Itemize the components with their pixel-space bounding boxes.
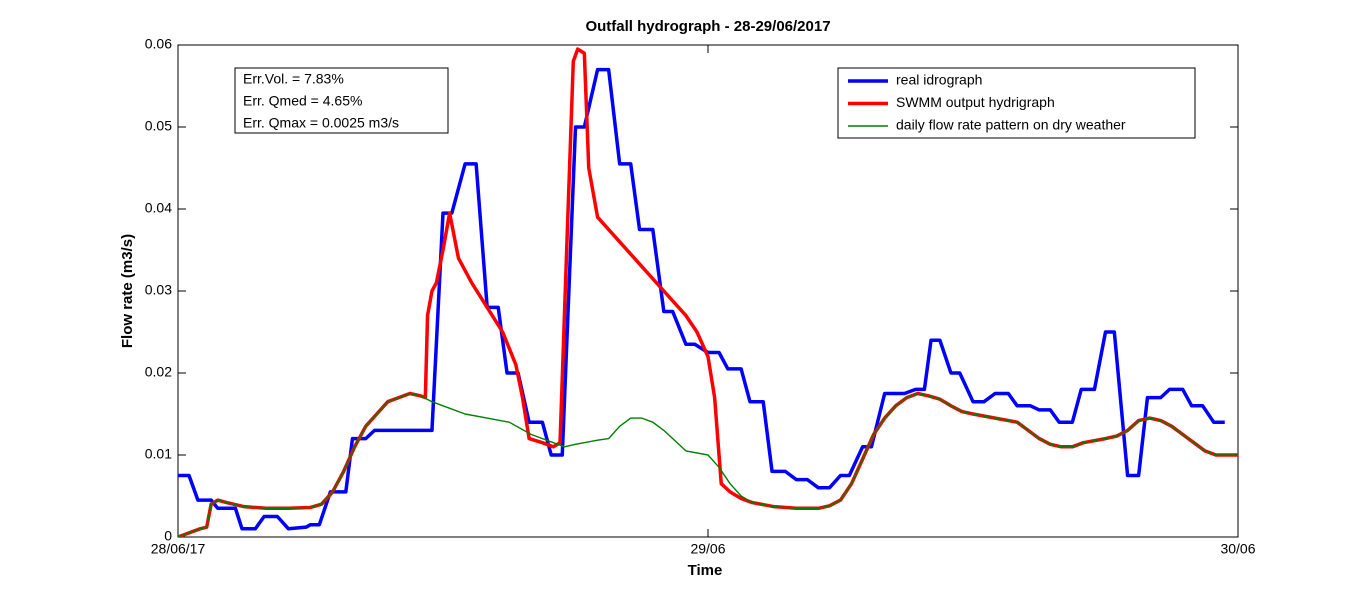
y-tick-label: 0	[164, 528, 172, 544]
legend-box	[837, 67, 1196, 139]
annotation: Err.Vol. = 7.83%	[243, 71, 344, 87]
y-tick-label: 0.01	[145, 446, 172, 462]
annotation: Err. Qmed = 4.65%	[243, 93, 362, 109]
x-tick-label: 28/06/17	[151, 541, 206, 557]
annotation-box	[234, 67, 449, 134]
x-axis-label: Time	[688, 562, 723, 579]
data-line	[178, 392, 1238, 537]
y-tick-label: 0.02	[145, 364, 172, 380]
x-tick-label: 29/06	[690, 541, 725, 557]
chart-title: Outfall hydrograph - 28-29/06/2017	[585, 18, 830, 35]
legend-label: real idrograph	[896, 72, 982, 88]
y-tick-label: 0.03	[145, 282, 172, 298]
y-tick-label: 0.04	[145, 200, 172, 216]
y-tick-label: 0.06	[145, 36, 172, 52]
x-tick-label: 30/06	[1220, 541, 1255, 557]
y-tick-label: 0.05	[145, 118, 172, 134]
legend-label: daily flow rate pattern on dry weather	[896, 117, 1126, 133]
legend-label: SWMM output hydrigraph	[896, 94, 1055, 110]
y-axis-label: Flow rate (m3/s)	[119, 234, 136, 348]
data-line	[178, 67, 1225, 531]
annotation: Err. Qmax = 0.0025 m3/s	[243, 115, 399, 131]
